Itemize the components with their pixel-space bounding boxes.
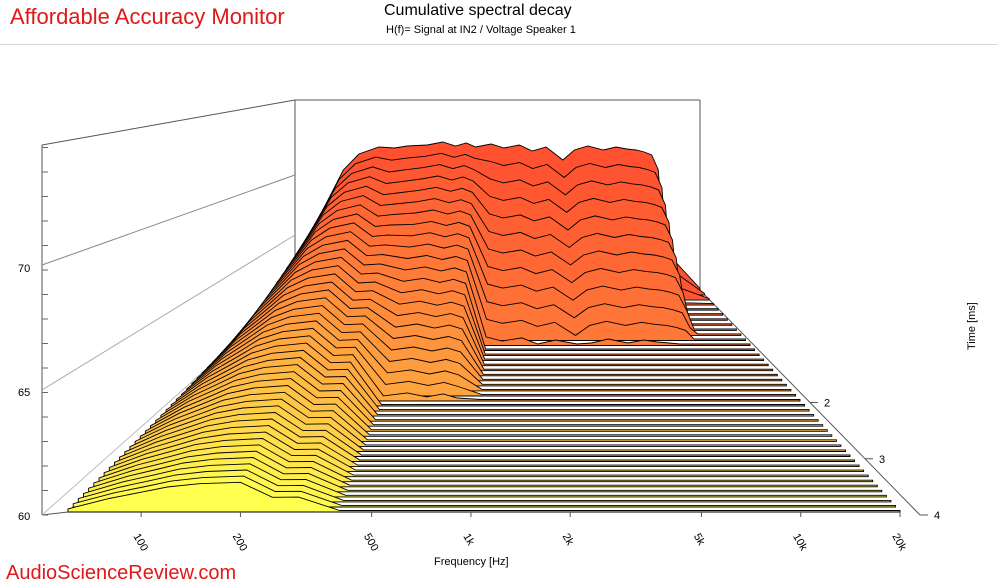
x-tick-label-7: 10k bbox=[790, 532, 810, 554]
chart-subtitle: H(f)= Signal at IN2 / Voltage Speaker 1 bbox=[386, 24, 576, 36]
time-axis-ticks: 2 3 4 bbox=[810, 398, 940, 522]
decay-slices bbox=[67, 141, 901, 513]
time-tick-label-2: 3 bbox=[879, 454, 885, 466]
watermark: AudioScienceReview.com bbox=[6, 562, 237, 584]
time-axis-label: Time [ms] bbox=[966, 302, 978, 350]
y-tick-label-1: 60 bbox=[18, 511, 30, 523]
brand-title: Affordable Accuracy Monitor bbox=[10, 4, 285, 29]
x-tick-label-4: 1k bbox=[460, 532, 476, 548]
header-divider bbox=[0, 44, 998, 45]
decay-slice-45 bbox=[67, 481, 901, 513]
x-tick-label-1: 100 bbox=[131, 532, 151, 554]
x-axis-ticks: 100 200 500 1k 2k 5k 10k 20k bbox=[131, 512, 909, 553]
y-axis-ticks: 60 65 70 bbox=[18, 147, 48, 523]
time-tick-label-1: 2 bbox=[824, 398, 830, 410]
x-tick-label-5: 2k bbox=[560, 532, 576, 548]
x-axis-label: Frequency [Hz] bbox=[434, 556, 509, 568]
y-tick-label-2: 65 bbox=[18, 387, 30, 399]
chart-title: Cumulative spectral decay bbox=[384, 2, 572, 19]
y-tick-label-3: 70 bbox=[18, 263, 30, 275]
x-tick-label-6: 5k bbox=[691, 532, 707, 548]
x-tick-label-2: 200 bbox=[230, 532, 250, 554]
x-tick-label-8: 20k bbox=[889, 532, 909, 554]
time-tick-label-3: 4 bbox=[934, 510, 940, 522]
x-tick-label-3: 500 bbox=[361, 532, 381, 554]
